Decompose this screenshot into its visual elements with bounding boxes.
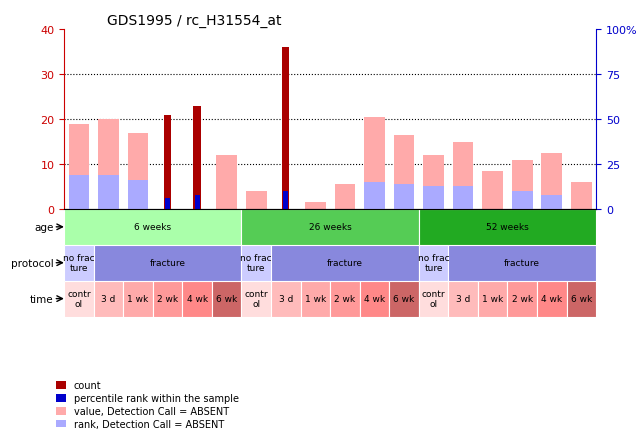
- Bar: [165, 199, 170, 209]
- Text: fracture: fracture: [327, 259, 363, 268]
- FancyBboxPatch shape: [537, 281, 567, 317]
- FancyBboxPatch shape: [448, 245, 596, 281]
- Text: 4 wk: 4 wk: [541, 294, 562, 303]
- Text: 2 wk: 2 wk: [335, 294, 356, 303]
- FancyBboxPatch shape: [182, 281, 212, 317]
- Text: contr
ol: contr ol: [422, 289, 445, 309]
- Bar: [194, 106, 201, 209]
- Text: contr
ol: contr ol: [67, 289, 90, 309]
- Bar: [194, 195, 200, 209]
- FancyBboxPatch shape: [301, 281, 330, 317]
- FancyBboxPatch shape: [242, 209, 419, 245]
- FancyBboxPatch shape: [242, 245, 271, 281]
- Bar: [542, 154, 562, 209]
- FancyBboxPatch shape: [508, 281, 537, 317]
- Text: 3 d: 3 d: [101, 294, 115, 303]
- Text: contr
ol: contr ol: [244, 289, 268, 309]
- Bar: [164, 115, 171, 209]
- Text: no frac
ture: no frac ture: [418, 253, 449, 273]
- Text: 6 wk: 6 wk: [394, 294, 415, 303]
- Bar: [364, 183, 385, 209]
- Bar: [394, 135, 414, 209]
- Bar: [128, 133, 148, 209]
- FancyBboxPatch shape: [271, 245, 419, 281]
- FancyBboxPatch shape: [64, 209, 242, 245]
- Bar: [453, 142, 474, 209]
- Bar: [98, 176, 119, 209]
- FancyBboxPatch shape: [153, 281, 182, 317]
- FancyBboxPatch shape: [64, 245, 94, 281]
- Legend: count, percentile rank within the sample, value, Detection Call = ABSENT, rank, : count, percentile rank within the sample…: [56, 381, 238, 429]
- Text: fracture: fracture: [504, 259, 540, 268]
- Text: time: time: [30, 294, 53, 304]
- FancyBboxPatch shape: [123, 281, 153, 317]
- FancyBboxPatch shape: [360, 281, 389, 317]
- Text: 3 d: 3 d: [456, 294, 470, 303]
- Text: 4 wk: 4 wk: [364, 294, 385, 303]
- Bar: [364, 118, 385, 209]
- Bar: [571, 183, 592, 209]
- FancyBboxPatch shape: [419, 209, 596, 245]
- Text: protocol: protocol: [11, 258, 53, 268]
- Text: 1 wk: 1 wk: [304, 294, 326, 303]
- Text: no frac
ture: no frac ture: [240, 253, 272, 273]
- Bar: [335, 185, 355, 209]
- FancyBboxPatch shape: [212, 281, 242, 317]
- Text: 6 wk: 6 wk: [216, 294, 237, 303]
- FancyBboxPatch shape: [64, 281, 94, 317]
- Bar: [69, 176, 89, 209]
- Text: 1 wk: 1 wk: [128, 294, 149, 303]
- Text: 2 wk: 2 wk: [512, 294, 533, 303]
- FancyBboxPatch shape: [271, 281, 301, 317]
- Bar: [542, 196, 562, 209]
- FancyBboxPatch shape: [567, 281, 596, 317]
- Bar: [305, 203, 326, 209]
- Text: 1 wk: 1 wk: [482, 294, 503, 303]
- FancyBboxPatch shape: [242, 281, 271, 317]
- Bar: [216, 156, 237, 209]
- Text: no frac
ture: no frac ture: [63, 253, 95, 273]
- Text: fracture: fracture: [149, 259, 185, 268]
- FancyBboxPatch shape: [94, 281, 123, 317]
- Text: 2 wk: 2 wk: [157, 294, 178, 303]
- Bar: [128, 180, 148, 209]
- FancyBboxPatch shape: [478, 281, 508, 317]
- FancyBboxPatch shape: [419, 281, 448, 317]
- Text: 52 weeks: 52 weeks: [486, 223, 529, 232]
- FancyBboxPatch shape: [94, 245, 242, 281]
- Bar: [246, 191, 267, 209]
- Bar: [282, 48, 289, 209]
- Bar: [423, 187, 444, 209]
- FancyBboxPatch shape: [389, 281, 419, 317]
- Text: 3 d: 3 d: [279, 294, 293, 303]
- Text: 4 wk: 4 wk: [187, 294, 208, 303]
- Text: 26 weeks: 26 weeks: [309, 223, 351, 232]
- FancyBboxPatch shape: [419, 245, 448, 281]
- Text: 6 weeks: 6 weeks: [134, 223, 171, 232]
- Bar: [512, 191, 533, 209]
- Text: age: age: [34, 222, 53, 232]
- Bar: [482, 171, 503, 209]
- Bar: [423, 156, 444, 209]
- Bar: [98, 120, 119, 209]
- Text: 6 wk: 6 wk: [570, 294, 592, 303]
- Text: GDS1995 / rc_H31554_at: GDS1995 / rc_H31554_at: [106, 14, 281, 28]
- Bar: [394, 185, 414, 209]
- FancyBboxPatch shape: [330, 281, 360, 317]
- Bar: [453, 187, 474, 209]
- FancyBboxPatch shape: [448, 281, 478, 317]
- Bar: [69, 125, 89, 209]
- Bar: [283, 191, 288, 209]
- Bar: [512, 160, 533, 209]
